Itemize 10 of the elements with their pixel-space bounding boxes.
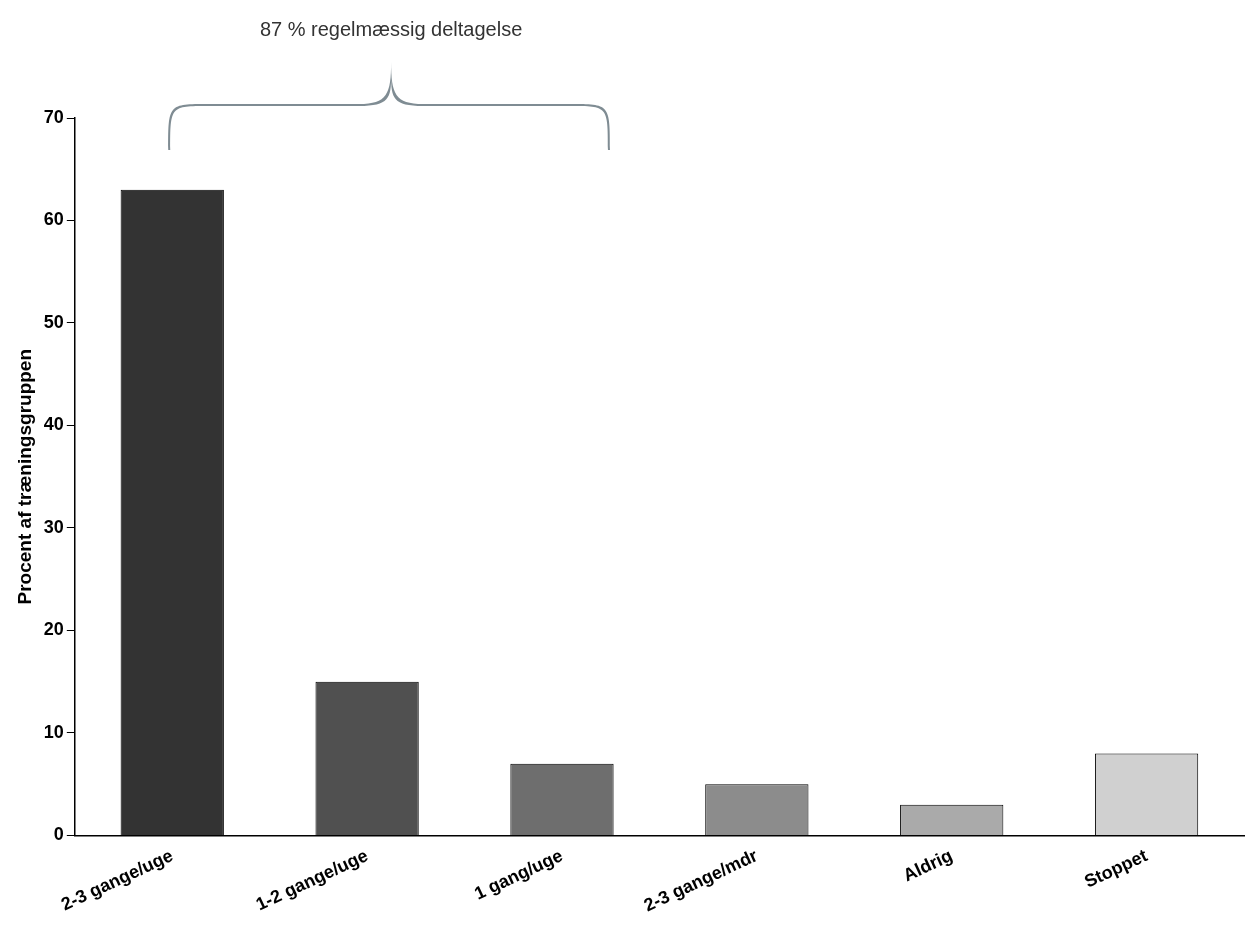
- y-tick-label: 30: [43, 516, 64, 537]
- y-tick-label: 20: [43, 619, 64, 640]
- y-axis-title: Procent af træningsgruppen: [13, 348, 35, 605]
- text: 87 % regelmæssig deltagelse: [259, 17, 523, 40]
- y-tick-label: 40: [43, 414, 64, 435]
- y-tick-label: 50: [43, 311, 64, 332]
- y-tick-label: 10: [43, 721, 64, 742]
- y-tick-label: 70: [43, 106, 64, 127]
- y-tick-label: 0: [53, 824, 64, 845]
- y-tick-label: 60: [43, 209, 64, 230]
